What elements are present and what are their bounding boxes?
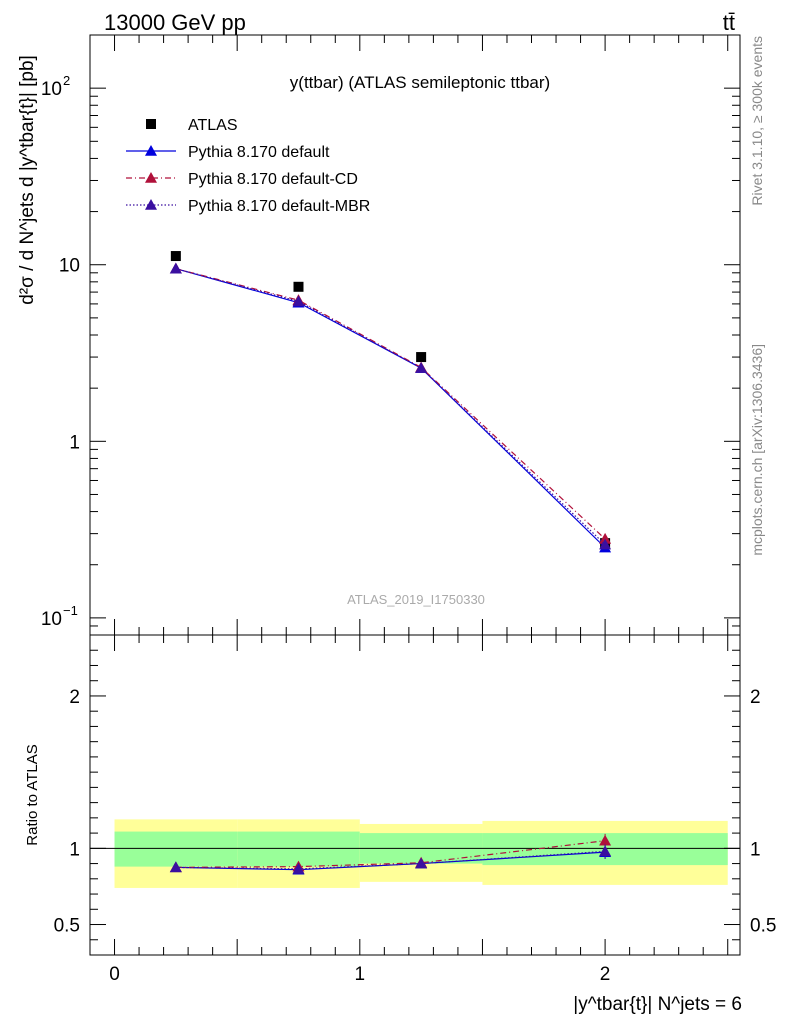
legend: ATLAS Pythia 8.170 default Pythia 8.170 de… [126, 117, 370, 215]
main-line-pythia-8-170-default-cd [175, 268, 606, 540]
legend-marker-atlas [146, 119, 156, 129]
x-tick-label: 1 [355, 964, 366, 985]
main-point-atlas [416, 352, 427, 363]
chart-title: y(ttbar) (ATLAS semileptonic ttbar) [290, 73, 550, 92]
legend-label: Pythia 8.170 default-CD [188, 171, 358, 188]
legend-label: ATLAS [188, 117, 238, 134]
legend-marker [145, 145, 157, 156]
ratio-y-tick-label-right: 2 [750, 687, 761, 708]
ratio-point-pythia-8-170-default-mbr [415, 857, 428, 869]
ratio-uncertainty-bands [90, 819, 740, 888]
main-line-pythia-8-170-default-mbr [175, 268, 606, 546]
ratio-y-axis-label: Ratio to ATLAS [24, 744, 41, 845]
y-tick-label: 1 [69, 432, 80, 453]
y-tick-label-exponent: 2 [63, 73, 70, 88]
legend-marker [145, 172, 157, 183]
x-tick-label: 0 [109, 964, 120, 985]
ratio-point-pythia-8-170-default-mbr [292, 862, 305, 874]
main-point-pythia-8-170-default-mbr [599, 538, 612, 550]
energy-label: 13000 GeV pp [104, 10, 246, 35]
rivet-label: Rivet 3.1.10, ≥ 300k events [749, 36, 765, 206]
y-tick-label-exponent: −1 [63, 603, 78, 618]
band-inner [114, 831, 238, 867]
main-point-atlas [293, 281, 304, 292]
main-y-axis-label: d²σ / d N^jets d |y^tbar{t}| [pb] [17, 55, 38, 305]
ratio-point-pythia-8-170-default-cd [599, 834, 612, 846]
ratio-axis-ticks: 0.5 0.5 1 1 2 2 0 1 2 [54, 635, 776, 985]
main-point-pythia-8-170-default-cd [599, 532, 612, 544]
ratio-y-tick-label: 2 [69, 687, 80, 708]
y-tick-label: 10 [41, 79, 62, 100]
x-axis-label: |y^tbar{t}| N^jets = 6 [573, 994, 742, 1015]
legend-marker [145, 199, 157, 210]
main-point-pythia-8-170-default-mbr [415, 362, 428, 373]
ratio-y-tick-label-right: 0.5 [750, 916, 776, 937]
main-point-atlas [170, 251, 181, 262]
main-point-pythia-8-170-default-mbr [169, 262, 182, 274]
ratio-line-pythia-8-170-default [175, 851, 606, 871]
watermark: ATLAS_2019_I1750330 [347, 592, 485, 607]
legend-label: Pythia 8.170 default [188, 144, 330, 161]
source-label: mcplots.cern.ch [arXiv:1306.3436] [749, 344, 765, 556]
main-line-pythia-8-170-default [175, 268, 606, 549]
main-series-group [169, 251, 612, 553]
y-tick-label: 10 [41, 609, 62, 630]
ratio-series-group [169, 833, 612, 875]
x-tick-label: 2 [600, 964, 611, 985]
ratio-point-pythia-8-170-default-mbr [599, 845, 612, 857]
ratio-line-pythia-8-170-default-cd [175, 840, 606, 868]
ratio-plot-frame [89, 634, 741, 956]
main-point-pythia-8-170-default-mbr [292, 295, 305, 307]
ratio-point-pythia-8-170-default-mbr [169, 861, 182, 873]
legend-label: Pythia 8.170 default-MBR [188, 198, 370, 215]
ratio-y-tick-label: 1 [69, 839, 80, 860]
ratio-y-tick-label: 0.5 [54, 916, 80, 937]
ratio-y-tick-label-right: 1 [750, 839, 761, 860]
process-label: tt̄ [723, 10, 735, 35]
y-tick-label: 10 [59, 256, 80, 277]
